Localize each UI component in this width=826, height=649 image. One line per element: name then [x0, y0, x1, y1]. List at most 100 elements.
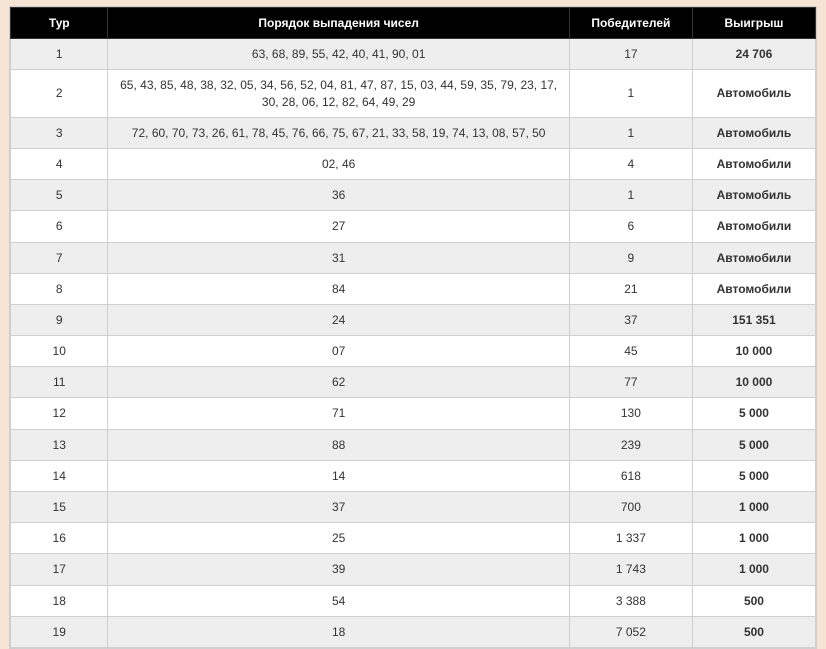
cell-prize: Автомобиль: [692, 180, 815, 211]
table-row: 7319Автомобили: [11, 242, 816, 273]
cell-winners: 239: [569, 429, 692, 460]
cell-order: 31: [108, 242, 569, 273]
cell-tour: 7: [11, 242, 108, 273]
cell-prize: 151 351: [692, 304, 815, 335]
cell-winners: 77: [569, 367, 692, 398]
cell-tour: 14: [11, 460, 108, 491]
cell-winners: 9: [569, 242, 692, 273]
cell-prize: 500: [692, 616, 815, 647]
cell-winners: 45: [569, 336, 692, 367]
cell-prize: Автомобиль: [692, 70, 815, 117]
cell-tour: 18: [11, 585, 108, 616]
cell-prize: 5 000: [692, 460, 815, 491]
table-row: 12711305 000: [11, 398, 816, 429]
cell-prize: 1 000: [692, 523, 815, 554]
cell-prize: 1 000: [692, 554, 815, 585]
cell-order: 71: [108, 398, 569, 429]
cell-order: 63, 68, 89, 55, 42, 40, 41, 90, 01: [108, 39, 569, 70]
cell-winners: 4: [569, 148, 692, 179]
cell-order: 84: [108, 273, 569, 304]
cell-tour: 1: [11, 39, 108, 70]
cell-order: 18: [108, 616, 569, 647]
results-table-container: Тур Порядок выпадения чисел Победителей …: [9, 6, 817, 649]
cell-tour: 3: [11, 117, 108, 148]
cell-prize: Автомобили: [692, 273, 815, 304]
table-row: 18543 388500: [11, 585, 816, 616]
cell-prize: Автомобиль: [692, 117, 815, 148]
cell-winners: 700: [569, 492, 692, 523]
cell-tour: 10: [11, 336, 108, 367]
table-row: 13882395 000: [11, 429, 816, 460]
cell-winners: 618: [569, 460, 692, 491]
cell-order: 65, 43, 85, 48, 38, 32, 05, 34, 56, 52, …: [108, 70, 569, 117]
cell-order: 72, 60, 70, 73, 26, 61, 78, 45, 76, 66, …: [108, 117, 569, 148]
cell-winners: 1: [569, 117, 692, 148]
cell-order: 54: [108, 585, 569, 616]
table-row: 16251 3371 000: [11, 523, 816, 554]
cell-order: 02, 46: [108, 148, 569, 179]
cell-tour: 6: [11, 211, 108, 242]
cell-tour: 9: [11, 304, 108, 335]
cell-tour: 2: [11, 70, 108, 117]
cell-prize: 10 000: [692, 367, 815, 398]
cell-tour: 4: [11, 148, 108, 179]
table-row: 14146185 000: [11, 460, 816, 491]
cell-winners: 3 388: [569, 585, 692, 616]
cell-prize: Автомобили: [692, 148, 815, 179]
cell-prize: 10 000: [692, 336, 815, 367]
cell-order: 07: [108, 336, 569, 367]
cell-tour: 11: [11, 367, 108, 398]
table-row: 163, 68, 89, 55, 42, 40, 41, 90, 011724 …: [11, 39, 816, 70]
cell-winners: 21: [569, 273, 692, 304]
cell-winners: 7 052: [569, 616, 692, 647]
cell-order: 62: [108, 367, 569, 398]
cell-winners: 6: [569, 211, 692, 242]
table-row: 15377001 000: [11, 492, 816, 523]
cell-tour: 5: [11, 180, 108, 211]
header-order: Порядок выпадения чисел: [108, 8, 569, 39]
cell-tour: 8: [11, 273, 108, 304]
cell-tour: 17: [11, 554, 108, 585]
cell-prize: 24 706: [692, 39, 815, 70]
table-row: 402, 464Автомобили: [11, 148, 816, 179]
table-row: 5361Автомобиль: [11, 180, 816, 211]
cell-order: 27: [108, 211, 569, 242]
table-header: Тур Порядок выпадения чисел Победителей …: [11, 8, 816, 39]
cell-tour: 16: [11, 523, 108, 554]
cell-order: 88: [108, 429, 569, 460]
cell-winners: 1: [569, 70, 692, 117]
cell-tour: 15: [11, 492, 108, 523]
header-tour: Тур: [11, 8, 108, 39]
cell-order: 24: [108, 304, 569, 335]
table-row: 10074510 000: [11, 336, 816, 367]
cell-winners: 1 337: [569, 523, 692, 554]
cell-order: 36: [108, 180, 569, 211]
cell-winners: 1: [569, 180, 692, 211]
cell-winners: 37: [569, 304, 692, 335]
cell-prize: 1 000: [692, 492, 815, 523]
results-table: Тур Порядок выпадения чисел Победителей …: [10, 7, 816, 648]
cell-tour: 19: [11, 616, 108, 647]
header-winners: Победителей: [569, 8, 692, 39]
cell-winners: 17: [569, 39, 692, 70]
table-row: 372, 60, 70, 73, 26, 61, 78, 45, 76, 66,…: [11, 117, 816, 148]
cell-prize: Автомобили: [692, 242, 815, 273]
cell-prize: 5 000: [692, 398, 815, 429]
table-row: 11627710 000: [11, 367, 816, 398]
table-row: 265, 43, 85, 48, 38, 32, 05, 34, 56, 52,…: [11, 70, 816, 117]
table-body: 163, 68, 89, 55, 42, 40, 41, 90, 011724 …: [11, 39, 816, 648]
cell-prize: 5 000: [692, 429, 815, 460]
cell-tour: 12: [11, 398, 108, 429]
cell-order: 25: [108, 523, 569, 554]
cell-order: 37: [108, 492, 569, 523]
cell-tour: 13: [11, 429, 108, 460]
table-row: 92437151 351: [11, 304, 816, 335]
table-row: 19187 052500: [11, 616, 816, 647]
cell-order: 14: [108, 460, 569, 491]
cell-prize: 500: [692, 585, 815, 616]
cell-prize: Автомобили: [692, 211, 815, 242]
table-row: 6276Автомобили: [11, 211, 816, 242]
header-prize: Выигрыш: [692, 8, 815, 39]
cell-winners: 130: [569, 398, 692, 429]
cell-order: 39: [108, 554, 569, 585]
